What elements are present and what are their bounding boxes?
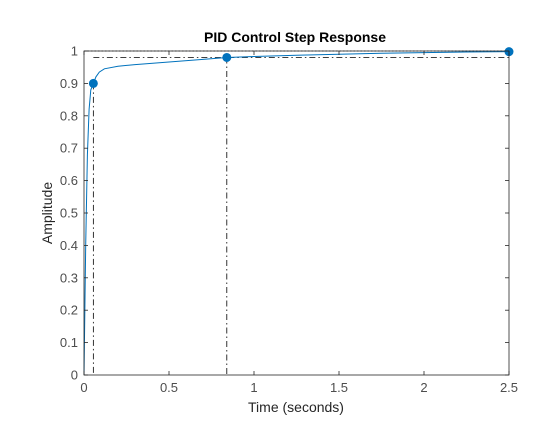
y-tick-label: 0.5 [60, 206, 78, 221]
y-axis-ticks: 0 0.1 0.2 0.3 0.4 0.5 0.6 0.7 0.8 0.9 1 [60, 44, 509, 383]
y-tick-label: 0 [71, 368, 78, 383]
y-tick-label: 1 [71, 44, 78, 59]
x-tick-label: 1 [250, 380, 257, 395]
y-tick-label: 0.2 [60, 303, 78, 318]
characteristic-point-marker [222, 52, 232, 62]
characteristic-point-marker [88, 78, 98, 88]
step-response-line [83, 51, 510, 376]
x-tick-label: 0.5 [160, 380, 178, 395]
chart-title: PID Control Step Response [204, 29, 386, 45]
x-tick-label: 2 [420, 380, 427, 395]
y-tick-label: 0.6 [60, 173, 78, 188]
y-tick-label: 0.9 [60, 76, 78, 91]
y-axis-label: Amplitude [39, 182, 55, 244]
y-tick-label: 0.1 [60, 335, 78, 350]
x-tick-label: 0 [80, 380, 87, 395]
y-tick-label: 0.4 [60, 238, 78, 253]
x-axis-ticks: 0 0.5 1 1.5 2 2.5 [80, 51, 518, 395]
x-axis-label: Time (seconds) [248, 399, 344, 415]
y-tick-label: 0.7 [60, 141, 78, 156]
x-tick-label: 2.5 [500, 380, 518, 395]
marker-layer [88, 47, 514, 88]
y-tick-label: 0.8 [60, 108, 78, 123]
y-tick-label: 0.3 [60, 270, 78, 285]
series-layer [83, 51, 510, 376]
x-tick-label: 1.5 [330, 380, 348, 395]
